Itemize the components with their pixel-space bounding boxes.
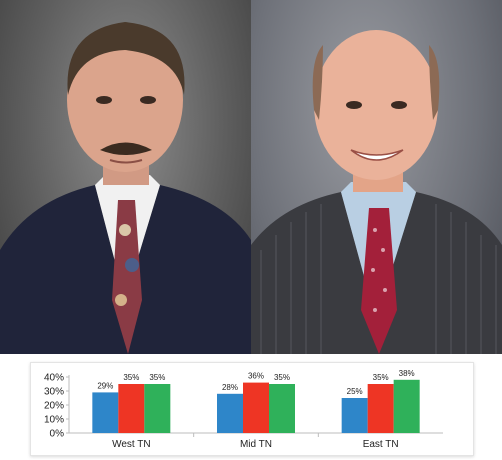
data-label: 35%: [274, 373, 290, 382]
bar: [269, 384, 295, 433]
bar: [217, 393, 243, 433]
data-label: 29%: [97, 381, 113, 390]
x-tick-label: West TN: [112, 439, 151, 450]
portrait-left-illustration: [0, 22, 251, 354]
data-label: 35%: [373, 373, 389, 382]
y-tick-label: 40%: [44, 373, 64, 384]
portrait-photo-right: [251, 0, 502, 354]
bar-chart: 0% 10% 20% 30% 40% 29% 35% 35% West TN 28% 36% 35% M…: [44, 369, 443, 450]
bar: [367, 384, 394, 433]
data-label: 35%: [123, 373, 139, 382]
portrait-right-illustration: [251, 30, 502, 354]
data-label: 38%: [399, 369, 415, 378]
bar: [144, 384, 171, 433]
bar: [341, 398, 368, 433]
bar: [243, 382, 269, 433]
portrait-photo-left: [0, 0, 251, 354]
y-tick-label: 0%: [50, 429, 65, 440]
bar: [118, 384, 145, 433]
data-label: 25%: [347, 387, 363, 396]
y-tick-label: 20%: [44, 401, 64, 412]
y-tick-label: 30%: [44, 387, 64, 398]
x-tick-label: East TN: [363, 439, 399, 450]
bar: [92, 392, 119, 433]
data-label: 28%: [222, 383, 238, 392]
data-label: 36%: [248, 372, 264, 381]
bar-chart-panel: 0% 10% 20% 30% 40% 29% 35% 35% West TN 28% 36% 35% M…: [30, 362, 474, 456]
data-label: 35%: [149, 373, 165, 382]
bar: [393, 379, 420, 433]
y-tick-label: 10%: [44, 415, 64, 426]
x-tick-label: Mid TN: [240, 439, 272, 450]
